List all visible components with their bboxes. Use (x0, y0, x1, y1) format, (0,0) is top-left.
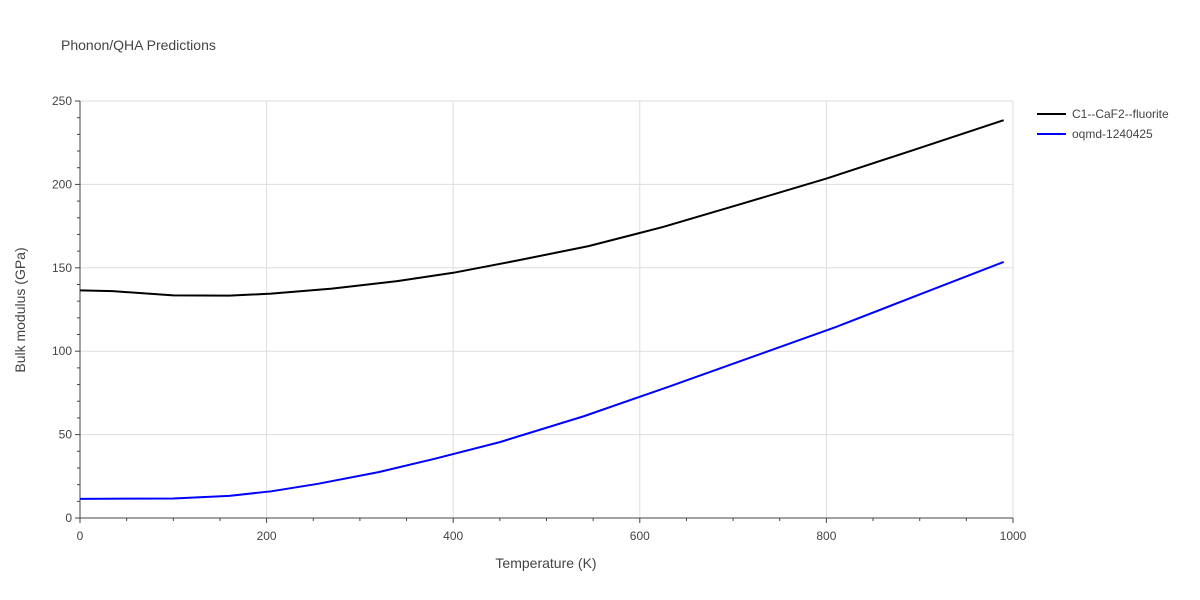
y-axis-title: Bulk modulus (GPa) (12, 247, 28, 372)
y-tick-label: 100 (52, 344, 72, 358)
series-line (79, 119, 1004, 297)
legend-label: oqmd-1240425 (1072, 127, 1153, 141)
axes: 0 200 400 600 800 1000 0 50 100 150 200 250 (52, 94, 1027, 543)
x-tick-label: 200 (257, 529, 277, 543)
x-tick-label: 600 (630, 529, 650, 543)
series-lines (79, 119, 1005, 500)
y-tick-label: 150 (52, 261, 72, 275)
x-axis-title: Temperature (K) (495, 555, 596, 571)
x-tick-label: 400 (443, 529, 463, 543)
grid (80, 100, 1014, 518)
y-tick-label: 0 (65, 511, 72, 525)
y-tick-label: 250 (52, 94, 72, 108)
y-tick-label: 50 (59, 428, 73, 442)
x-tick-label: 1000 (1000, 529, 1027, 543)
legend-label: C1--CaF2--fluorite (1072, 107, 1169, 121)
chart-title: Phonon/QHA Predictions (61, 37, 216, 53)
series-line (79, 261, 1005, 500)
x-tick-label: 0 (77, 529, 84, 543)
legend: C1--CaF2--fluorite oqmd-1240425 (1037, 107, 1169, 141)
y-tick-label: 200 (52, 177, 72, 191)
x-tick-label: 800 (816, 529, 836, 543)
